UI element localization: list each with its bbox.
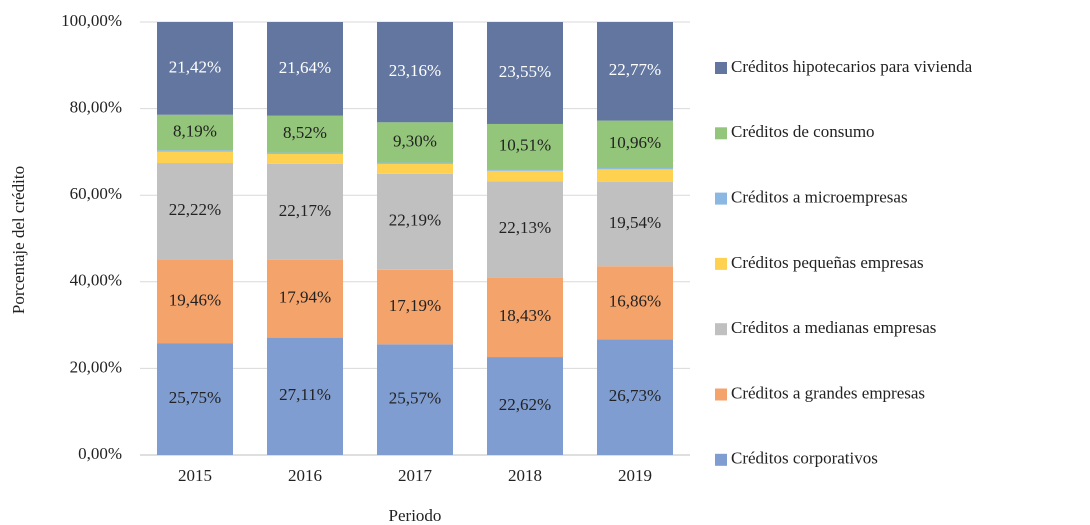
- bar-segment: [487, 277, 563, 358]
- bar-segment: [157, 114, 233, 151]
- data-label: 18,43%: [499, 306, 551, 325]
- y-tick-label: 0,00%: [78, 444, 122, 463]
- legend-label: Créditos corporativos: [731, 449, 878, 468]
- bar-segment: [487, 22, 563, 124]
- legend-label: Créditos a grandes empresas: [731, 383, 925, 402]
- bar-segment: [157, 343, 233, 455]
- data-label: 22,22%: [169, 200, 221, 219]
- bar-segment: [597, 120, 673, 169]
- bar-segment: [157, 22, 233, 115]
- bar-segment: [597, 181, 673, 267]
- data-label: 19,46%: [169, 290, 221, 309]
- bar-segment: [267, 153, 343, 164]
- y-tick-label: 100,00%: [61, 11, 122, 30]
- bar-segment: [597, 339, 673, 455]
- bar-segment: [157, 151, 233, 164]
- bar-segment: [597, 22, 673, 121]
- x-axis-label: Periodo: [389, 506, 442, 525]
- legend-swatch: [715, 453, 727, 466]
- legend-swatch: [715, 388, 727, 401]
- bar-segment: [157, 163, 233, 260]
- bar-segment: [267, 259, 343, 338]
- data-label: 25,75%: [169, 388, 221, 407]
- bar-segment: [487, 123, 563, 170]
- data-label: 10,51%: [499, 136, 551, 155]
- bar-segment: [157, 259, 233, 344]
- data-label: 23,55%: [499, 62, 551, 81]
- bar-segment: [487, 181, 563, 278]
- data-label: 22,19%: [389, 211, 441, 230]
- bar-segment: [377, 22, 453, 123]
- data-label: 17,19%: [389, 296, 441, 315]
- legend-swatch: [715, 192, 727, 205]
- legend-swatch: [715, 62, 727, 74]
- y-tick-label: 80,00%: [70, 98, 122, 117]
- data-label: 25,57%: [389, 389, 441, 408]
- x-tick-label: 2017: [398, 466, 433, 485]
- bar-segment: [377, 344, 453, 455]
- bar-segment: [377, 173, 453, 270]
- x-tick-label: 2015: [178, 466, 212, 485]
- bar-segment: [267, 115, 343, 153]
- bar-segment: [157, 150, 233, 152]
- data-label: 22,77%: [609, 60, 661, 79]
- data-label: 26,73%: [609, 386, 661, 405]
- bar-segment: [267, 163, 343, 260]
- data-label: 19,54%: [609, 213, 661, 232]
- y-tick-label: 40,00%: [70, 271, 122, 290]
- y-axis-label: Porcentaje del crédito: [9, 166, 28, 314]
- bar-segment: [597, 168, 673, 170]
- legend-swatch: [715, 257, 727, 270]
- legend-swatch: [715, 127, 727, 140]
- legend-label: Créditos de consumo: [731, 122, 875, 141]
- legend-label: Créditos hipotecarios para vivienda: [731, 57, 973, 76]
- x-tick-label: 2019: [618, 466, 652, 485]
- data-label: 21,64%: [279, 58, 331, 77]
- data-label: 22,13%: [499, 218, 551, 237]
- legend-label: Créditos a microempresas: [731, 188, 908, 207]
- data-label: 10,96%: [609, 133, 661, 152]
- bar-segment: [487, 169, 563, 171]
- y-tick-label: 60,00%: [70, 184, 122, 203]
- data-label: 21,42%: [169, 57, 221, 76]
- x-tick-label: 2016: [288, 466, 322, 485]
- data-label: 22,17%: [279, 201, 331, 220]
- bar-segment: [267, 337, 343, 455]
- bar-segment: [597, 266, 673, 340]
- data-label: 17,94%: [279, 288, 331, 307]
- bar-segment: [377, 163, 453, 174]
- bar-segment: [377, 162, 453, 164]
- legend-swatch: [715, 323, 727, 336]
- legend-label: Créditos pequeñas empresas: [731, 253, 924, 272]
- bar-segment: [377, 122, 453, 163]
- data-label: 23,16%: [389, 61, 441, 80]
- legend-label: Créditos a medianas empresas: [731, 318, 936, 337]
- data-label: 22,62%: [499, 395, 551, 414]
- data-label: 16,86%: [609, 292, 661, 311]
- data-label: 8,19%: [173, 121, 217, 140]
- bar-segment: [487, 357, 563, 455]
- bar-segment: [267, 152, 343, 154]
- bar-segment: [377, 269, 453, 345]
- bar-segment: [487, 170, 563, 182]
- bar-segment: [267, 22, 343, 116]
- x-tick-label: 2018: [508, 466, 542, 485]
- y-tick-label: 20,00%: [70, 357, 122, 376]
- data-label: 8,52%: [283, 123, 327, 142]
- data-label: 9,30%: [393, 131, 437, 150]
- bar-segment: [597, 169, 673, 182]
- data-label: 27,11%: [279, 385, 331, 404]
